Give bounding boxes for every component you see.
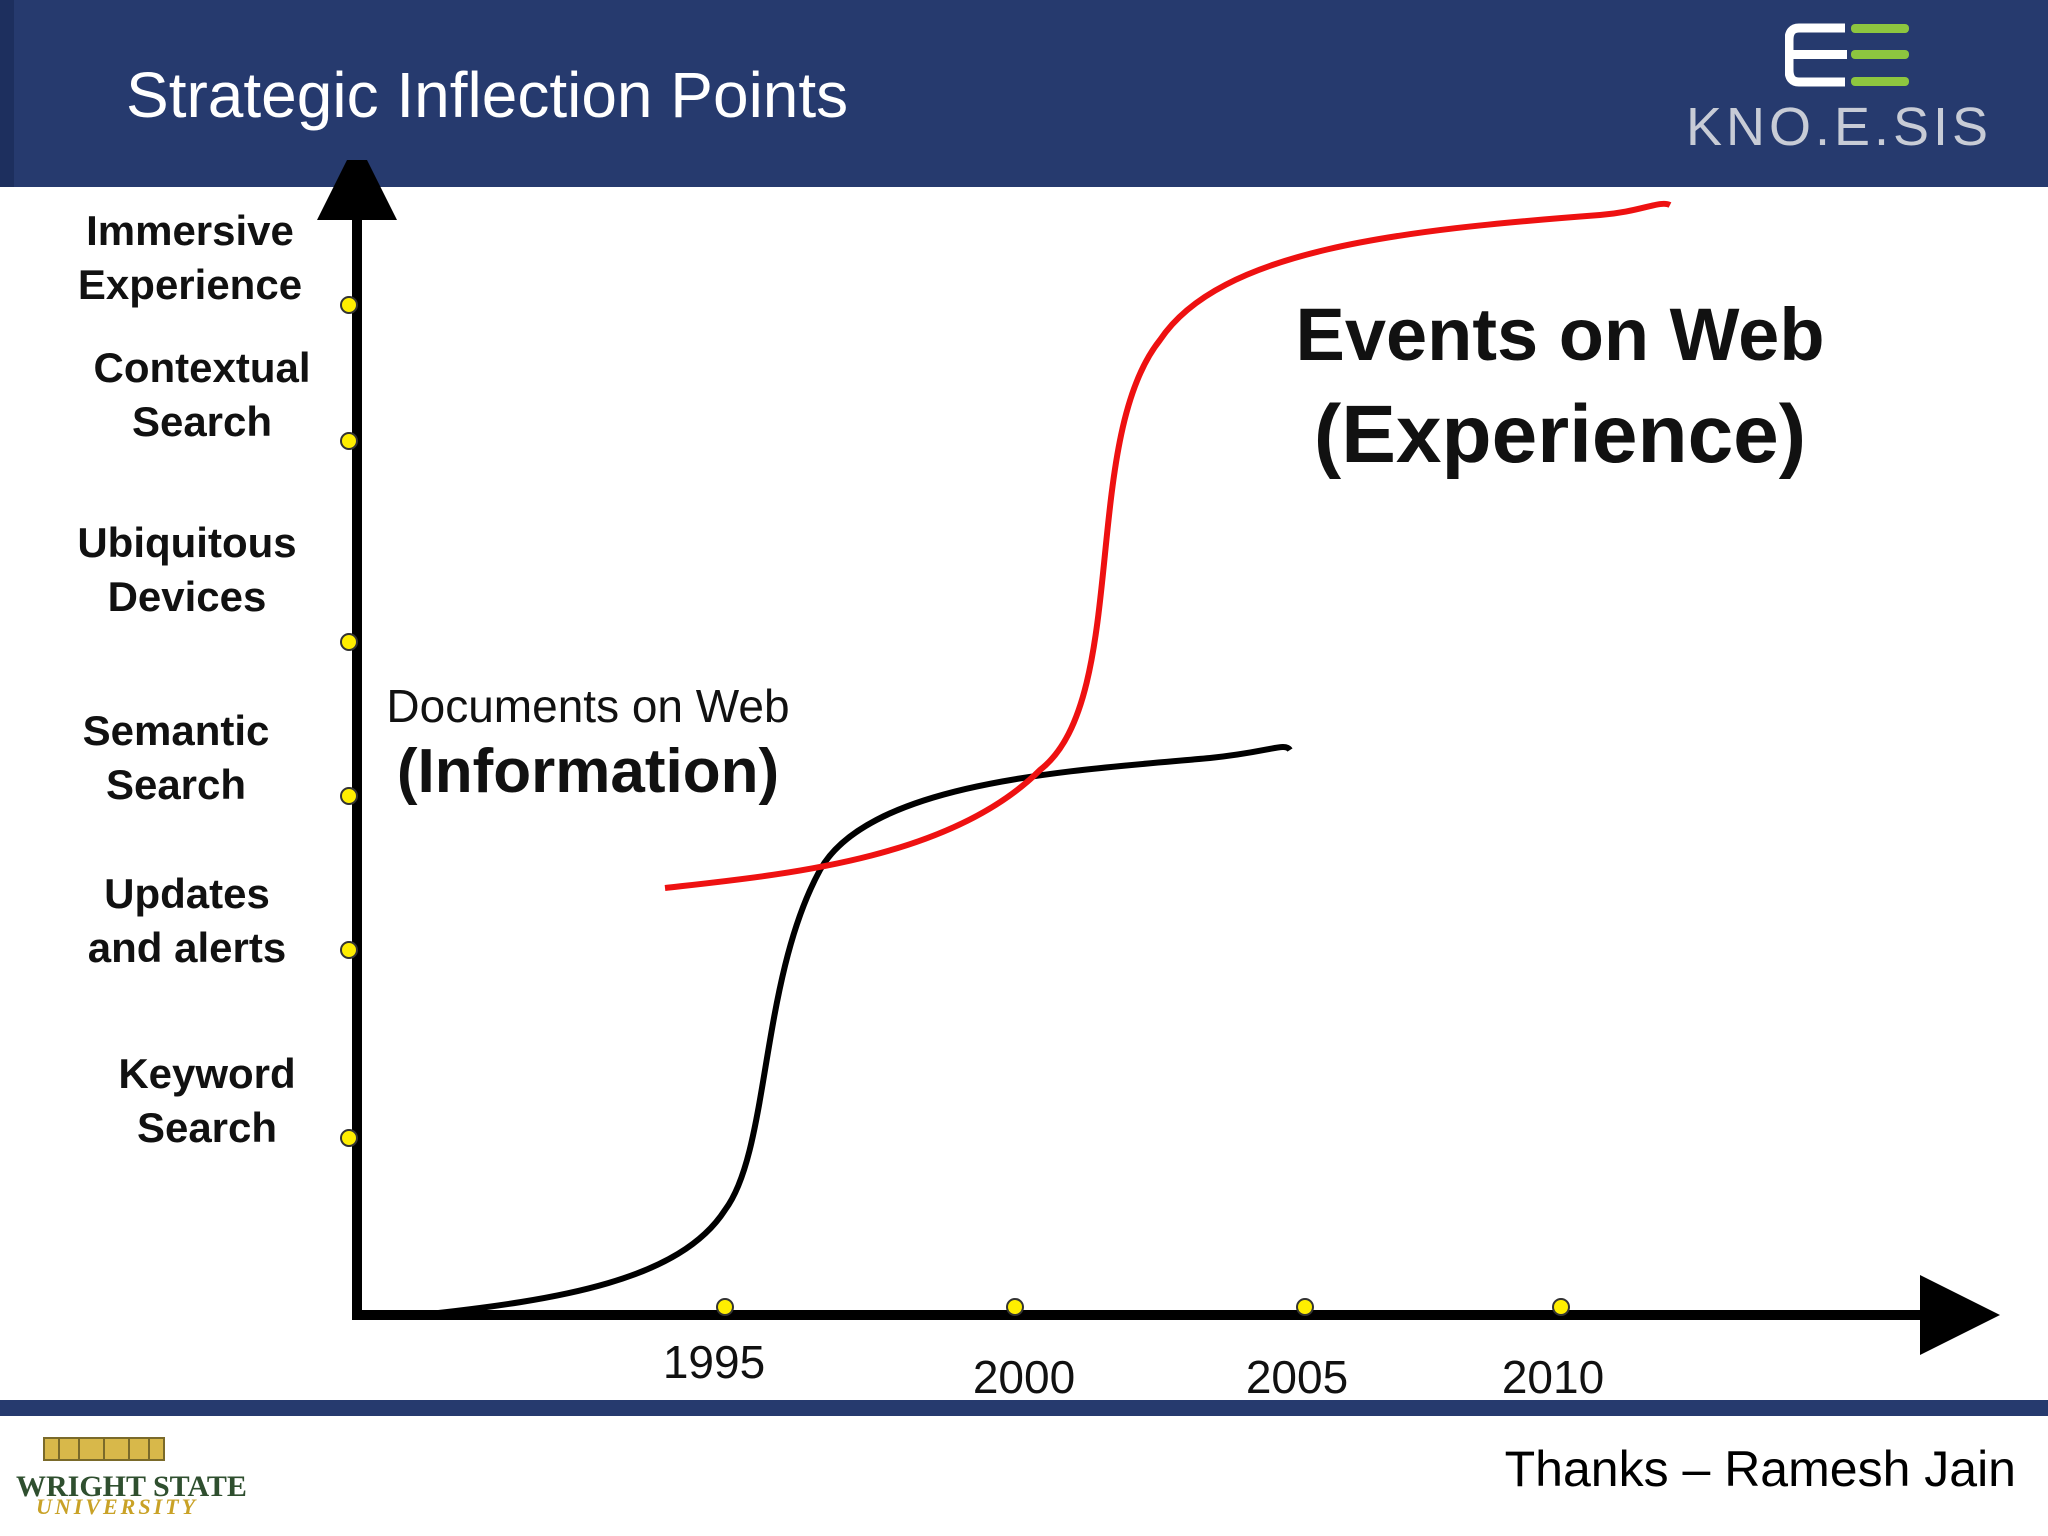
y-level-label: Semantic <box>83 707 270 754</box>
knoesis-logo: KNO.E.SIS <box>1680 20 2010 150</box>
footer-bar <box>0 1400 2048 1416</box>
y-level-label: Ubiquitous <box>77 519 296 566</box>
x-tick-label: 2005 <box>1246 1351 1348 1400</box>
university-logo: WRIGHT STATE UNIVERSITY <box>14 1432 224 1514</box>
header-edge <box>0 0 14 187</box>
events-label: Events on Web <box>1295 293 1824 376</box>
x-tick-label: 2010 <box>1502 1351 1604 1400</box>
documents-curve <box>420 747 1290 1315</box>
knoesis-e-icon <box>1785 20 1915 90</box>
university-subtitle: UNIVERSITY <box>36 1494 198 1520</box>
x-tick-label: 2000 <box>973 1351 1075 1400</box>
y-tick-marker <box>341 297 357 313</box>
y-tick-marker <box>341 433 357 449</box>
inflection-chart: Keyword Search Updates and alerts Semantic Se… <box>0 160 2048 1400</box>
y-level-label: Search <box>106 761 246 808</box>
y-level-label: Experience <box>78 261 302 308</box>
x-tick-label: 1995 <box>663 1336 765 1388</box>
y-level-label: Keyword <box>118 1050 295 1097</box>
knoesis-wordmark: KNO.E.SIS <box>1686 96 1992 158</box>
credit-text: Thanks – Ramesh Jain <box>1505 1440 2016 1498</box>
y-level-label: Contextual <box>93 344 310 391</box>
y-level-label: Devices <box>108 573 267 620</box>
documents-label: Documents on Web <box>386 680 789 732</box>
x-tick-marker <box>1007 1299 1023 1315</box>
y-level-label: Immersive <box>86 207 294 254</box>
university-building-icon <box>14 1432 174 1468</box>
x-tick-marker <box>1553 1299 1569 1315</box>
y-tick-marker <box>341 1130 357 1146</box>
y-level-label: Updates <box>104 870 270 917</box>
y-tick-marker <box>341 634 357 650</box>
experience-label: (Experience) <box>1314 389 1806 480</box>
x-tick-marker <box>717 1299 733 1315</box>
information-label: (Information) <box>397 737 779 806</box>
header-bar: Strategic Inflection Points KNO.E.SIS <box>0 0 2048 187</box>
x-tick-marker <box>1297 1299 1313 1315</box>
y-level-label: Search <box>137 1104 277 1151</box>
y-level-label: and alerts <box>88 924 286 971</box>
slide-title: Strategic Inflection Points <box>126 58 848 132</box>
y-level-label: Search <box>132 398 272 445</box>
y-tick-marker <box>341 942 357 958</box>
y-tick-marker <box>341 788 357 804</box>
